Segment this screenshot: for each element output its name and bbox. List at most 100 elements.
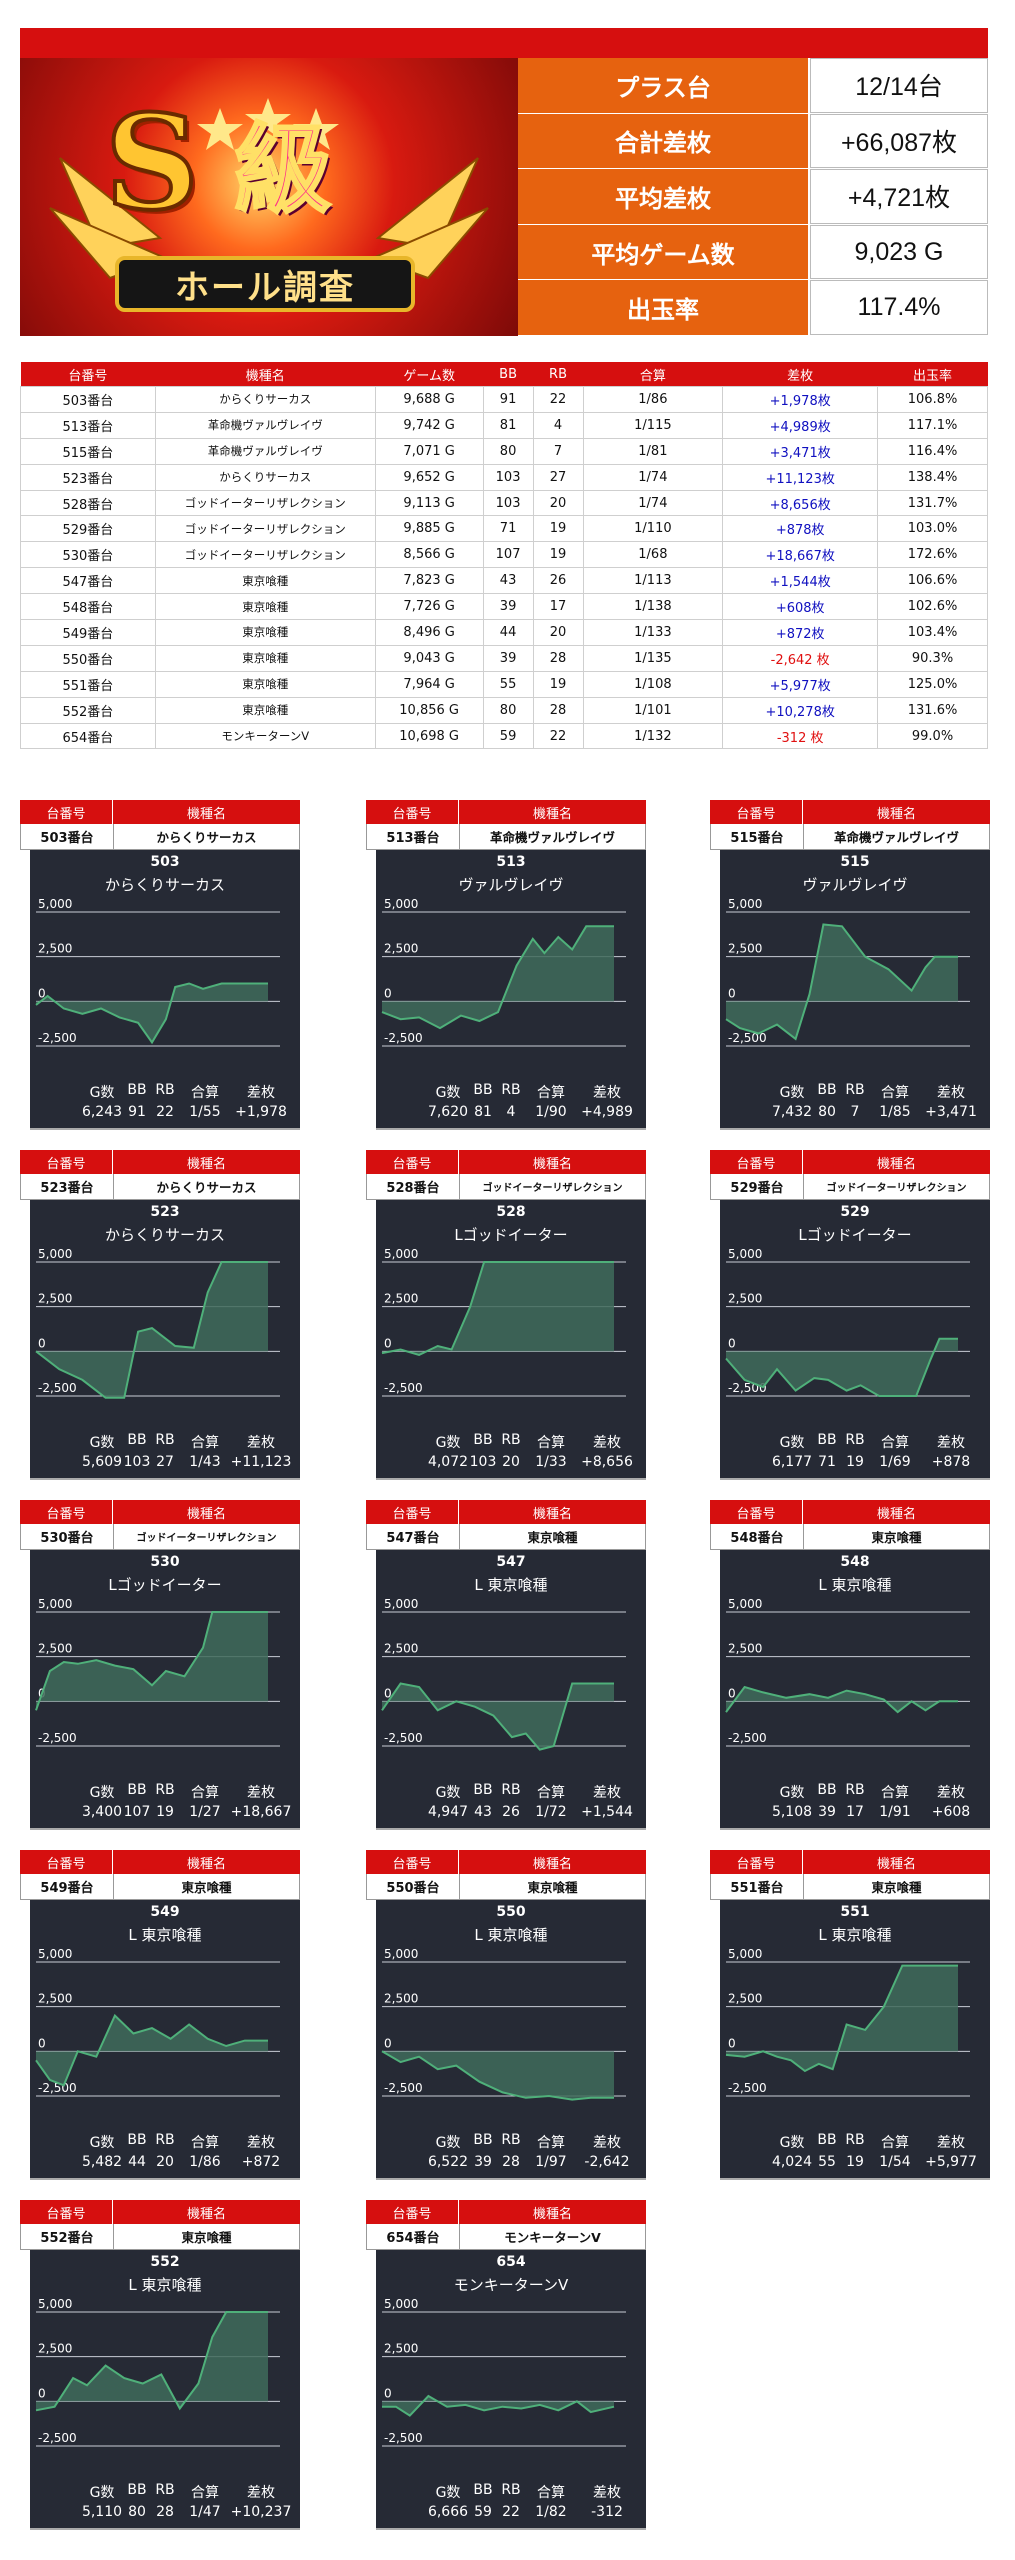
table-cell: +1,978枚 bbox=[722, 386, 879, 413]
stat-value: 1/82 bbox=[535, 2504, 567, 2520]
graph-unit-number: 549 bbox=[150, 1904, 180, 1920]
graph-area bbox=[726, 1965, 958, 2071]
table-cell: 10,698 G bbox=[374, 722, 484, 750]
graph-title: からくりサーカス bbox=[104, 876, 225, 894]
table-cell: 548番台 bbox=[20, 593, 156, 621]
table-cell: 106.6% bbox=[877, 567, 988, 595]
top-red-bar bbox=[20, 28, 988, 58]
table-cell: 1/108 bbox=[582, 670, 724, 698]
graph-title: ヴァルヴレイヴ bbox=[802, 876, 908, 894]
stat-value: 1/54 bbox=[879, 2154, 911, 2170]
slump-graph: 5,000 2,500 0 -2,500 523 からくりサーカス G数 5,609 BB 103… bbox=[30, 1200, 300, 1480]
stat-header: BB bbox=[817, 1432, 837, 1448]
stat-header: BB bbox=[473, 2482, 493, 2498]
card-header-machine: 機種名 bbox=[186, 1856, 226, 1872]
card-header: 台番号 機種名 bbox=[366, 1850, 646, 1874]
table-cell: 1/74 bbox=[582, 489, 724, 517]
graph-line bbox=[35, 2013, 268, 2087]
stat-label: プラス台 bbox=[518, 58, 810, 113]
y-tick-label: 5,000 bbox=[728, 1247, 762, 1261]
table-cell: ゴッドイーターリザレクション bbox=[154, 515, 376, 543]
table-cell: 59 bbox=[482, 722, 534, 750]
table-cell: 80 bbox=[482, 696, 534, 724]
card-machine: ゴッドイーターリザレクション bbox=[114, 1524, 299, 1550]
stat-header: G数 bbox=[779, 1085, 805, 1101]
y-tick-label: -2,500 bbox=[728, 1031, 767, 1045]
y-tick-label: 5,000 bbox=[38, 1247, 72, 1261]
stat-header: 合算 bbox=[881, 1785, 909, 1801]
table-cell: ゴッドイーターリザレクション bbox=[154, 489, 376, 517]
stat-value: +11,123 bbox=[230, 1454, 292, 1470]
table-cell: +4,989枚 bbox=[722, 411, 879, 439]
card-header-machine: 機種名 bbox=[532, 2206, 572, 2222]
stat-header: RB bbox=[845, 1782, 865, 1798]
stat-value: 103 bbox=[469, 1454, 497, 1470]
table-cell: 19 bbox=[532, 515, 584, 543]
stat-value: +1,544 bbox=[581, 1804, 633, 1820]
graph-line bbox=[381, 1682, 614, 1751]
table-cell: 515番台 bbox=[20, 437, 156, 465]
table-cell: 102.6% bbox=[877, 593, 988, 621]
table-cell: からくりサーカス bbox=[154, 463, 376, 491]
graph-area bbox=[382, 2051, 614, 2100]
table-cell: モンキーターンV bbox=[154, 722, 376, 750]
stat-header: 差枚 bbox=[593, 1785, 621, 1801]
stat-header: RB bbox=[501, 1082, 521, 1098]
stat-value: 12/14台 bbox=[810, 58, 988, 113]
y-tick-label: 2,500 bbox=[384, 942, 418, 956]
stat-value: 103 bbox=[123, 1454, 151, 1470]
stat-header: 合算 bbox=[191, 1785, 219, 1801]
stat-header: 合算 bbox=[537, 1785, 565, 1801]
table-cell: 99.0% bbox=[877, 722, 988, 750]
stat-value: 5,609 bbox=[81, 1454, 123, 1470]
y-tick-label: 2,500 bbox=[728, 942, 762, 956]
y-tick-label: 2,500 bbox=[38, 1292, 72, 1306]
stat-value: 1/85 bbox=[879, 1104, 911, 1120]
card-unit: 547番台 bbox=[367, 1524, 460, 1550]
table-cell: 東京喰種 bbox=[154, 619, 376, 646]
stat-value: 22 bbox=[156, 1104, 174, 1120]
slump-graph: 5,000 2,500 0 -2,500 549 L 東京喰種 G数 5,482 BB 44 RB 2… bbox=[30, 1900, 300, 2180]
card-subheader: 523番台 からくりサーカス bbox=[20, 1174, 300, 1200]
stat-value: 7,620 bbox=[427, 1104, 469, 1120]
stat-header: 差枚 bbox=[247, 1435, 275, 1451]
stat-value: 20 bbox=[502, 1454, 520, 1470]
card-machine: モンキーターンV bbox=[460, 2224, 645, 2250]
y-tick-label: 5,000 bbox=[728, 1597, 762, 1611]
table-cell: 528番台 bbox=[20, 489, 156, 517]
y-tick-label: 0 bbox=[728, 986, 736, 1000]
machine-card: 台番号 機種名 528番台 ゴッドイーターリザレクション 5,000 2,500 0 -2,5… bbox=[366, 1150, 646, 1480]
stat-header: RB bbox=[155, 2132, 175, 2148]
graph-line bbox=[725, 1685, 958, 1714]
table-cell: 138.4% bbox=[877, 463, 988, 491]
stat-value: 6,177 bbox=[771, 1454, 813, 1470]
stat-header: BB bbox=[473, 2132, 493, 2148]
graph-area bbox=[382, 1683, 614, 1750]
card-subheader: 551番台 東京喰種 bbox=[710, 1874, 990, 1900]
stat-value: +1,978 bbox=[235, 1104, 287, 1120]
table-cell: 552番台 bbox=[20, 696, 156, 724]
table-cell: 22 bbox=[532, 386, 584, 413]
stat-header: BB bbox=[473, 1082, 493, 1098]
table-cell: 東京喰種 bbox=[154, 644, 376, 672]
table-cell: +11,123枚 bbox=[722, 463, 879, 491]
table-cell: +1,544枚 bbox=[722, 567, 879, 595]
table-row: 552番台 東京喰種 10,856 G 80 28 1/101 +10,278枚 131.6% bbox=[20, 696, 988, 724]
machine-card: 台番号 機種名 530番台 ゴッドイーターリザレクション 5,000 2,500 0 -2,5… bbox=[20, 1500, 300, 1830]
card-subheader: 654番台 モンキーターンV bbox=[366, 2224, 646, 2250]
stat-header: 合算 bbox=[191, 2135, 219, 2151]
stat-label: 平均ゲーム数 bbox=[518, 224, 810, 280]
table-cell: 革命機ヴァルヴレイヴ bbox=[154, 411, 376, 439]
graph-unit-number: 552 bbox=[150, 2254, 180, 2270]
machine-card: 台番号 機種名 515番台 革命機ヴァルヴレイヴ 5,000 2,500 0 -2,500 51… bbox=[710, 800, 990, 1130]
stat-header: 合算 bbox=[191, 1435, 219, 1451]
table-cell: 39 bbox=[482, 593, 534, 621]
stat-label: 平均差枚 bbox=[518, 169, 810, 224]
stat-row: 平均ゲーム数 9,023 G bbox=[518, 224, 988, 281]
table-cell: 1/135 bbox=[582, 644, 724, 672]
table-cell: 9,113 G bbox=[374, 489, 484, 517]
table-cell: 8,496 G bbox=[374, 619, 484, 646]
stat-value: 17 bbox=[846, 1804, 864, 1820]
table-row: 528番台 ゴッドイーターリザレクション 9,113 G 103 20 1/74 +8,65… bbox=[20, 489, 988, 517]
